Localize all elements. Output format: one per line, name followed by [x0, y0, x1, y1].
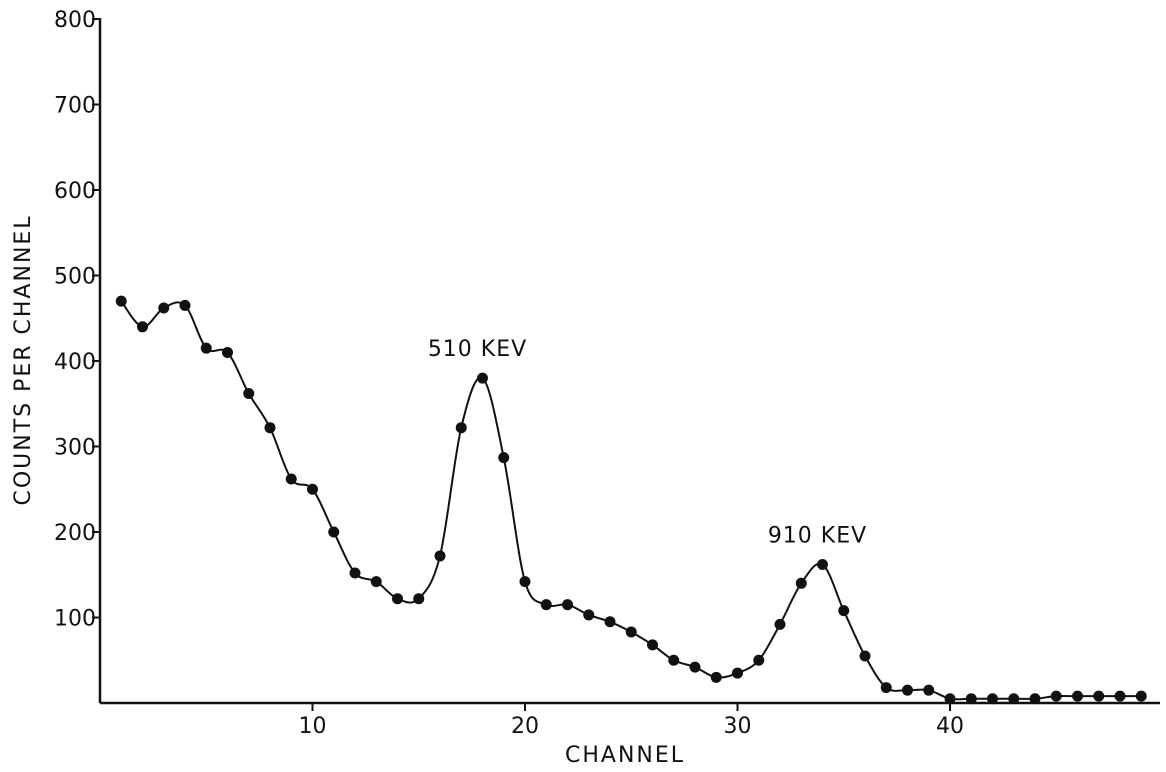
data-point [689, 661, 701, 673]
data-point [795, 577, 807, 589]
data-point [498, 452, 510, 464]
data-point [349, 567, 361, 579]
data-point [902, 684, 913, 696]
data-points [115, 295, 1147, 705]
y-tick-label: 600 [54, 179, 96, 204]
data-point [1072, 690, 1083, 702]
data-point [817, 558, 828, 570]
data-point [987, 693, 998, 705]
data-point [455, 422, 467, 434]
data-point [710, 671, 722, 683]
x-tick-label: 10 [299, 714, 327, 739]
data-point [965, 693, 977, 705]
y-tick-label: 700 [54, 94, 96, 119]
data-point [413, 593, 425, 605]
data-point [158, 302, 170, 314]
data-point [519, 576, 531, 588]
data-point [328, 526, 340, 538]
x-tick-label: 30 [724, 714, 752, 739]
data-point [243, 387, 255, 399]
data-point [838, 605, 850, 617]
data-point [1093, 690, 1105, 702]
data-point [1114, 690, 1126, 702]
data-point [1135, 690, 1147, 702]
data-point [625, 626, 637, 638]
chart-axes [98, 18, 1160, 705]
data-point [179, 299, 191, 311]
peak-annotations: 510 KEV 910 KEV [428, 337, 867, 548]
data-point [540, 599, 552, 611]
x-tick-label: 20 [511, 714, 539, 739]
data-point [753, 654, 765, 666]
y-tick-label: 100 [54, 607, 96, 632]
y-tick-label: 300 [54, 436, 96, 461]
y-axis-title: COUNTS PER CHANNEL [11, 214, 36, 505]
data-point [647, 639, 658, 651]
data-point [222, 346, 233, 358]
data-point [944, 693, 956, 705]
data-point [583, 609, 595, 621]
y-tick-label: 800 [54, 8, 96, 33]
data-point [115, 295, 127, 307]
data-point [307, 483, 318, 495]
data-point [1050, 690, 1062, 702]
y-tick-label: 200 [54, 521, 96, 546]
data-point [137, 321, 148, 333]
y-tick-label: 500 [54, 265, 96, 290]
y-tick-label: 400 [54, 350, 96, 375]
data-point [1008, 693, 1020, 705]
spectrum-curve [120, 300, 1142, 701]
data-point [923, 684, 935, 696]
data-point [285, 473, 297, 485]
data-point [1029, 693, 1041, 705]
x-axis-title: CHANNEL [565, 743, 685, 768]
peak-label: 910 KEV [768, 523, 867, 548]
data-point [668, 654, 680, 666]
peak-label: 510 KEV [428, 337, 527, 362]
data-point [732, 667, 743, 679]
data-point [774, 618, 786, 630]
data-point [200, 342, 212, 354]
data-point [562, 599, 573, 611]
data-point [604, 616, 616, 628]
data-point [880, 682, 892, 694]
data-point [392, 593, 403, 605]
x-tick-label: 40 [936, 714, 964, 739]
data-point [434, 550, 446, 562]
data-point [370, 576, 382, 588]
data-point [264, 422, 276, 434]
data-point [477, 372, 488, 384]
data-point [859, 650, 871, 662]
axis-ticks: 100 200 300 400 500 600 700 800 10 20 30 40 [54, 8, 964, 739]
